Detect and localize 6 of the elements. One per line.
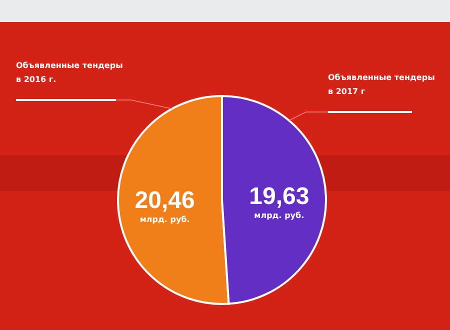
data-label: 20,46 bbox=[134, 186, 195, 214]
text: млрд. руб. bbox=[140, 214, 190, 224]
slice-label: Объявленные тендеры в 2016 г. bbox=[16, 61, 123, 84]
data-label: 19,63 bbox=[249, 183, 310, 210]
slice-label: Объявленные тендеры в 2017 г bbox=[328, 73, 435, 96]
text: млрд. руб. bbox=[254, 211, 304, 220]
